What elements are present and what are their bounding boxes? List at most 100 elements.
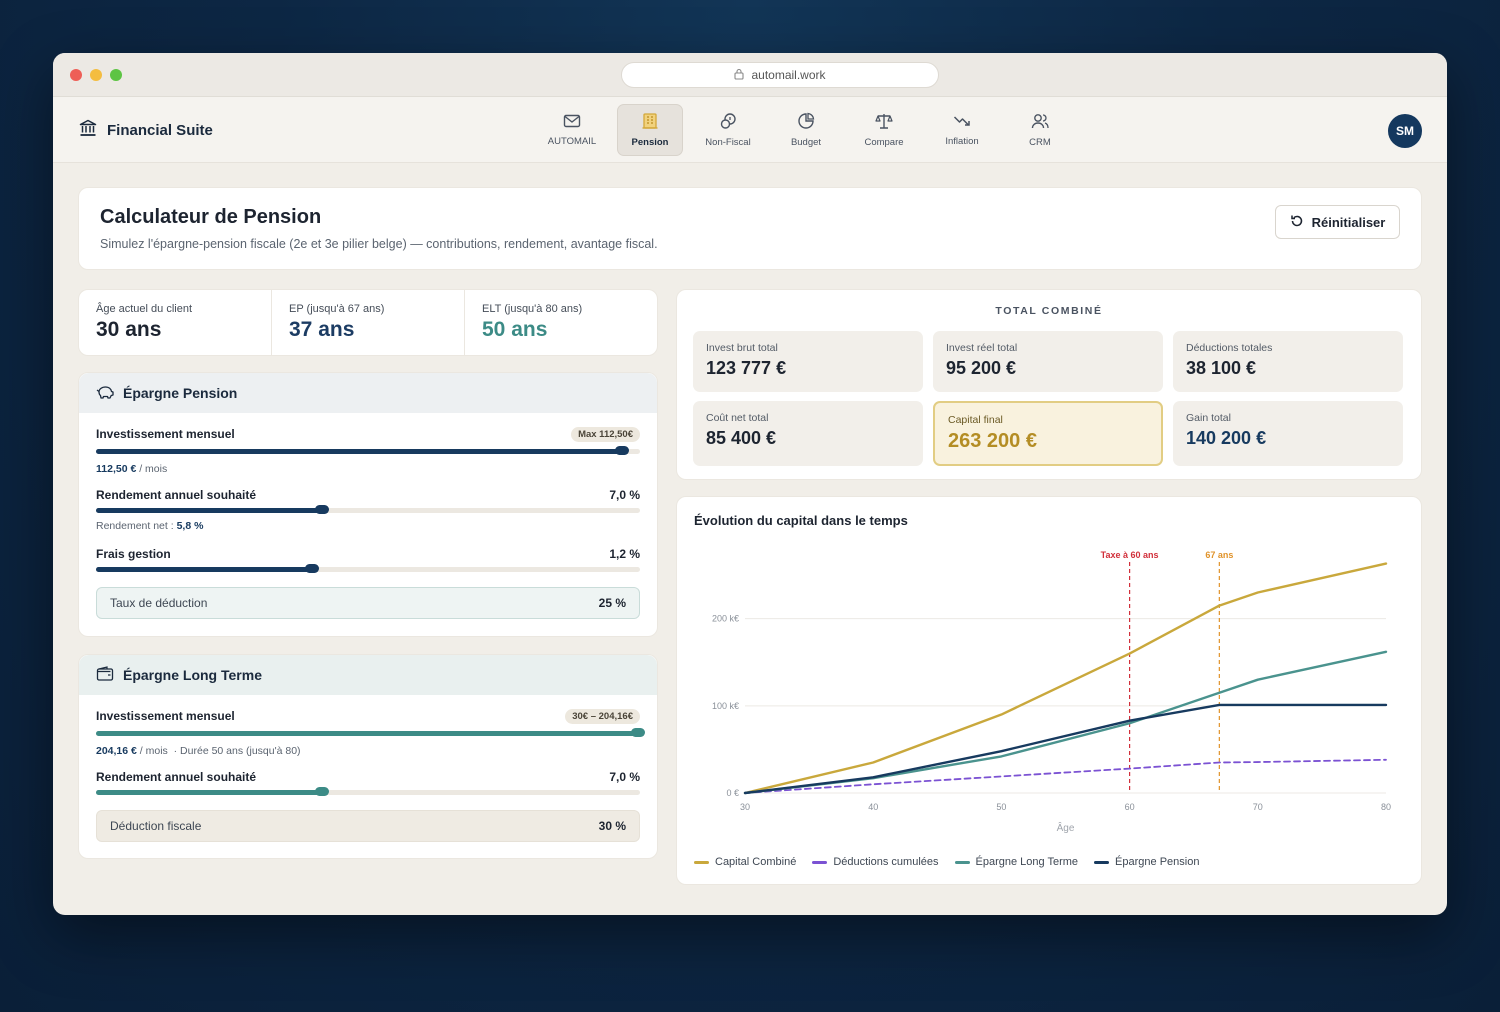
- elt-deduction-label: Déduction fiscale: [110, 819, 202, 833]
- minimize-window-button[interactable]: [90, 69, 102, 81]
- metric-capital-final: Capital final 263 200 €: [933, 401, 1163, 466]
- metric-invest-reel-value: 95 200 €: [946, 358, 1017, 378]
- metric-cout-net-label: Coût net total: [706, 412, 769, 424]
- legend-epargne-pension[interactable]: Épargne Pension: [1094, 856, 1199, 868]
- brand-name: Financial Suite: [107, 122, 213, 139]
- pie-chart-icon: [797, 112, 815, 133]
- ep-frais-slider-handle[interactable]: [304, 564, 319, 573]
- nav-budget[interactable]: Budget: [767, 104, 845, 156]
- nav-non-fiscal[interactable]: Non-Fiscal: [689, 104, 767, 156]
- elt-deduction-fiscale[interactable]: Déduction fiscale 30 %: [96, 810, 640, 842]
- x-tick-label: 30: [740, 802, 750, 812]
- total-combine-card: TOTAL COMBINÉ Invest brut total 123 777 …: [676, 289, 1422, 480]
- age-elt-label: ELT (jusqu'à 80 ans): [482, 303, 583, 315]
- elt-invest-slider[interactable]: [96, 728, 645, 737]
- ep-invest-unit: / mois: [136, 463, 168, 475]
- epargne-pension-title: Épargne Pension: [123, 385, 238, 401]
- elt-invest-unit: / mois: [136, 745, 168, 757]
- elt-rendement-slider[interactable]: [96, 787, 640, 796]
- reset-button[interactable]: Réinitialiser: [1275, 205, 1400, 239]
- elt-invest-label: Investissement mensuel: [96, 709, 235, 723]
- legend-swatch: [954, 860, 970, 864]
- ep-invest-slider-fill: [96, 449, 624, 454]
- epargne-long-terme-title: Épargne Long Terme: [123, 667, 262, 683]
- elt-rendement-slider-fill: [96, 790, 325, 795]
- epargne-pension-card: Épargne Pension Investissement mensuel M…: [78, 372, 658, 637]
- reset-button-label: Réinitialiser: [1311, 214, 1386, 230]
- building-icon: [641, 112, 659, 133]
- url-text: automail.work: [751, 68, 826, 82]
- age-current-label: Âge actuel du client: [96, 303, 193, 315]
- age-elt-value: 50 ans: [482, 318, 548, 341]
- elt-invest-slider-handle[interactable]: [631, 728, 645, 737]
- metric-deductions-label: Déductions totales: [1186, 342, 1273, 354]
- ep-invest-value: 112,50 €: [96, 463, 137, 475]
- nav-compare-label: Compare: [864, 137, 904, 148]
- metric-gain-total-value: 140 200 €: [1186, 428, 1267, 448]
- legend-swatch: [694, 860, 709, 864]
- user-avatar[interactable]: SM: [1388, 114, 1422, 148]
- metric-capital-final-label: Capital final: [948, 414, 1003, 426]
- nav-non-fiscal-label: Non-Fiscal: [705, 137, 751, 148]
- nav-inflation[interactable]: Inflation: [923, 104, 1001, 156]
- capital-chart: 0 € 100 k€ 200 k€ 30 40 50 60 70 80 Âge Taxe à 60 …: [712, 550, 1391, 834]
- metric-gain-total-label: Gain total: [1186, 412, 1231, 424]
- ep-rendement-value: 7,0 %: [609, 488, 640, 502]
- age-ep-value: 37 ans: [289, 318, 355, 341]
- nav-pension[interactable]: Pension: [617, 104, 683, 156]
- metric-cout-net-value: 85 400 €: [706, 428, 777, 448]
- ep-rendement-slider-handle[interactable]: [315, 505, 330, 514]
- ep-invest-label: Investissement mensuel: [96, 427, 235, 441]
- metric-cout-net: Coût net total 85 400 €: [693, 401, 923, 466]
- elt-duree: · Durée 50 ans (jusqu'à 80): [173, 745, 301, 757]
- legend-swatch: [812, 860, 828, 864]
- elt-rendement-slider-handle[interactable]: [315, 787, 330, 796]
- age-ep: EP (jusqu'à 67 ans) 37 ans: [272, 290, 465, 355]
- metric-capital-final-value: 263 200 €: [948, 430, 1037, 452]
- legend-label: Déductions cumulées: [833, 856, 939, 868]
- age-elt: ELT (jusqu'à 80 ans) 50 ans: [465, 290, 657, 355]
- ep-rendement-slider[interactable]: [96, 505, 640, 514]
- age-current-value: 30 ans: [96, 318, 162, 341]
- legend-epargne-long-terme[interactable]: Épargne Long Terme: [954, 856, 1079, 868]
- scale-icon: [875, 112, 893, 133]
- maximize-window-button[interactable]: [110, 69, 122, 81]
- ep-frais-slider[interactable]: [96, 564, 640, 573]
- metric-invest-brut-value: 123 777 €: [706, 358, 787, 378]
- x-tick-label: 40: [868, 802, 878, 812]
- elt-invest-amount: 204,16 € / mois · Durée 50 ans (jusqu'à …: [96, 745, 301, 757]
- ep-frais-slider-fill: [96, 567, 314, 572]
- y-tick-label: 200 k€: [712, 614, 739, 624]
- wallet-icon: [96, 665, 114, 685]
- ep-invest-slider[interactable]: [96, 446, 640, 455]
- legend-capital-combine[interactable]: Capital Combiné: [694, 856, 796, 868]
- age-ep-label: EP (jusqu'à 67 ans): [289, 303, 385, 315]
- nav-automail[interactable]: AUTOMAIL: [533, 104, 611, 156]
- age-current: Âge actuel du client 30 ans: [79, 290, 272, 355]
- elt-invest-row: Investissement mensuel 30€ – 204,16€ 204…: [96, 707, 645, 757]
- series-line: [744, 758, 1387, 794]
- address-bar[interactable]: automail.work: [621, 62, 939, 88]
- ep-invest-row: Investissement mensuel Max 112,50€ 112,5…: [96, 425, 640, 475]
- nav-crm[interactable]: CRM: [1001, 104, 1079, 156]
- ep-invest-slider-handle[interactable]: [614, 446, 629, 455]
- metric-invest-brut-label: Invest brut total: [706, 342, 778, 354]
- x-axis-label: Âge: [1057, 821, 1075, 834]
- ep-frais-label: Frais gestion: [96, 547, 171, 561]
- ep-invest-amount: 112,50 € / mois: [96, 463, 167, 475]
- ep-deduction-rate[interactable]: Taux de déduction 25 %: [96, 587, 640, 619]
- page-subtitle: Simulez l'épargne-pension fiscale (2e et…: [100, 237, 658, 251]
- age-summary: Âge actuel du client 30 ans EP (jusqu'à …: [78, 289, 658, 356]
- brand[interactable]: Financial Suite: [79, 119, 213, 142]
- capital-chart-card: Évolution du capital dans le temps 0 € 10…: [676, 496, 1422, 885]
- elt-rendement-value: 7,0 %: [609, 770, 640, 784]
- elt-invest-slider-fill: [96, 731, 640, 736]
- legend-deductions[interactable]: Déductions cumulées: [812, 856, 939, 868]
- nav-compare[interactable]: Compare: [845, 104, 923, 156]
- x-tick-label: 70: [1253, 802, 1263, 812]
- page-title: Calculateur de Pension: [100, 206, 322, 228]
- refresh-icon: [1290, 214, 1304, 231]
- close-window-button[interactable]: [70, 69, 82, 81]
- nav-inflation-label: Inflation: [945, 136, 979, 147]
- legend-label: Épargne Long Terme: [975, 856, 1079, 868]
